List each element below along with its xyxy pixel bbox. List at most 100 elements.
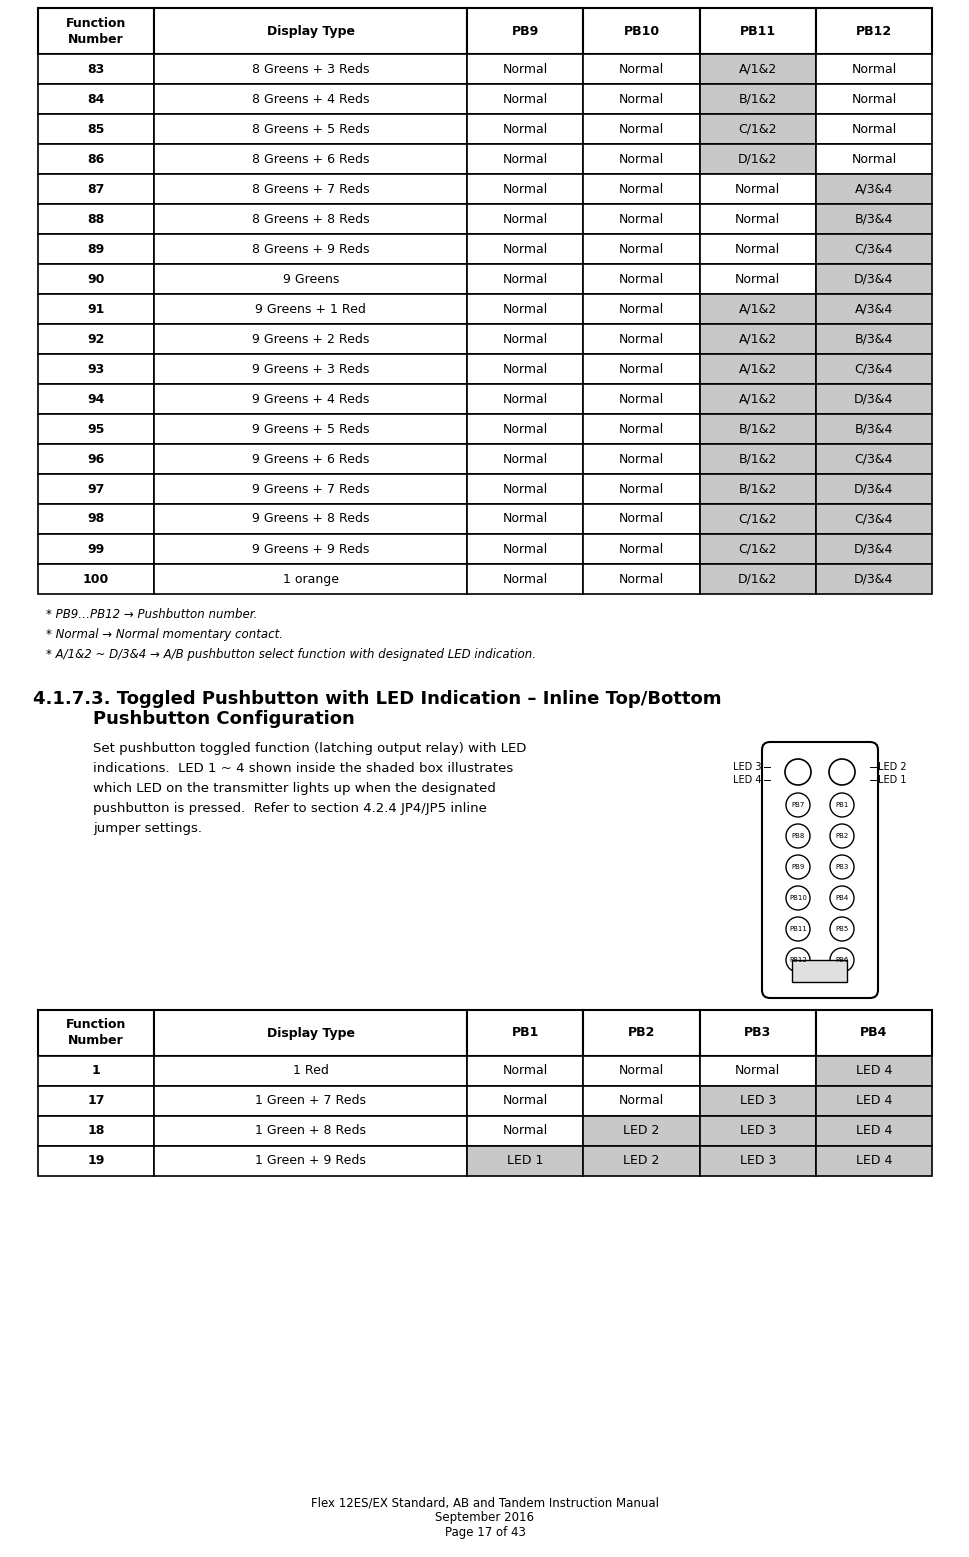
Text: LED 4: LED 4 [855, 1124, 891, 1138]
Text: Pushbutton Configuration: Pushbutton Configuration [93, 710, 355, 729]
Text: LED 3: LED 3 [738, 1154, 775, 1168]
Bar [815, 1085, 931, 1116]
Bar [154, 444, 467, 473]
Text: Normal: Normal [618, 483, 664, 495]
Text: indications.  LED 1 ~ 4 shown inside the shaded box illustrates: indications. LED 1 ~ 4 shown inside the … [93, 761, 513, 775]
Text: 88: 88 [87, 212, 105, 226]
Text: LED 3: LED 3 [738, 1095, 775, 1107]
Text: 96: 96 [87, 453, 105, 466]
Bar [154, 473, 467, 504]
Text: 9 Greens + 8 Reds: 9 Greens + 8 Reds [252, 512, 369, 526]
Text: September 2016: September 2016 [435, 1510, 534, 1524]
Bar [154, 324, 467, 353]
Text: C/1&2: C/1&2 [737, 542, 776, 556]
Text: Normal: Normal [502, 542, 547, 556]
Text: * A/1&2 ~ D/3&4 → A/B pushbutton select function with designated LED indication.: * A/1&2 ~ D/3&4 → A/B pushbutton select … [46, 648, 536, 662]
Text: Normal: Normal [502, 333, 547, 346]
Bar [467, 1116, 583, 1146]
Text: 95: 95 [87, 422, 105, 436]
Text: Normal: Normal [502, 1124, 547, 1138]
Bar [583, 8, 699, 54]
Text: Normal: Normal [502, 62, 547, 75]
Text: A/1&2: A/1&2 [737, 333, 776, 346]
Circle shape [784, 758, 810, 785]
Bar [154, 84, 467, 114]
Text: Normal: Normal [618, 92, 664, 106]
Text: Set pushbutton toggled function (latching output relay) with LED: Set pushbutton toggled function (latchin… [93, 743, 526, 755]
Text: Normal: Normal [502, 363, 547, 375]
Text: B/3&4: B/3&4 [854, 422, 892, 436]
Text: PB3: PB3 [834, 864, 848, 870]
Text: pushbutton is pressed.  Refer to section 4.2.4 JP4/JP5 inline: pushbutton is pressed. Refer to section … [93, 802, 486, 814]
Bar [699, 174, 815, 204]
Text: PB4: PB4 [860, 1026, 887, 1040]
Bar [154, 1010, 467, 1056]
Text: D/3&4: D/3&4 [854, 392, 892, 405]
Bar [699, 265, 815, 294]
Bar [583, 234, 699, 265]
Text: A/1&2: A/1&2 [737, 363, 776, 375]
Text: A/1&2: A/1&2 [737, 62, 776, 75]
Text: B/1&2: B/1&2 [737, 483, 776, 495]
Bar [38, 1056, 154, 1085]
Bar [815, 385, 931, 414]
Text: PB7: PB7 [791, 802, 804, 808]
Text: 1 Green + 7 Reds: 1 Green + 7 Reds [255, 1095, 366, 1107]
Text: 9 Greens + 3 Reds: 9 Greens + 3 Reds [252, 363, 369, 375]
Bar [467, 294, 583, 324]
Text: Normal: Normal [618, 512, 664, 526]
Text: which LED on the transmitter lights up when the designated: which LED on the transmitter lights up w… [93, 782, 495, 796]
Text: 8 Greens + 5 Reds: 8 Greens + 5 Reds [252, 123, 369, 135]
Bar [699, 444, 815, 473]
Text: Function
Number: Function Number [66, 1018, 126, 1048]
Text: Normal: Normal [735, 272, 779, 285]
Text: A/3&4: A/3&4 [854, 302, 892, 316]
Text: Normal: Normal [502, 92, 547, 106]
Text: Normal: Normal [618, 542, 664, 556]
Bar [699, 564, 815, 595]
Text: 9 Greens + 6 Reds: 9 Greens + 6 Reds [252, 453, 369, 466]
Text: Normal: Normal [735, 243, 779, 255]
Text: 92: 92 [87, 333, 105, 346]
Text: Normal: Normal [502, 422, 547, 436]
Text: LED 4: LED 4 [855, 1065, 891, 1077]
Text: A/1&2: A/1&2 [737, 302, 776, 316]
Bar [583, 114, 699, 143]
Bar [699, 234, 815, 265]
Text: 83: 83 [87, 62, 105, 75]
Text: D/3&4: D/3&4 [854, 272, 892, 285]
Text: Normal: Normal [851, 92, 895, 106]
Bar [467, 84, 583, 114]
Text: PB6: PB6 [834, 958, 848, 962]
Bar [583, 534, 699, 564]
Text: PB3: PB3 [743, 1026, 770, 1040]
Bar [38, 294, 154, 324]
Bar [699, 385, 815, 414]
Bar [583, 504, 699, 534]
Text: 18: 18 [87, 1124, 105, 1138]
Bar [467, 1085, 583, 1116]
Text: 8 Greens + 3 Reds: 8 Greens + 3 Reds [252, 62, 369, 75]
Bar [583, 414, 699, 444]
Text: Normal: Normal [502, 1095, 547, 1107]
Bar [38, 444, 154, 473]
Circle shape [829, 824, 853, 849]
Bar [467, 143, 583, 174]
Bar [583, 473, 699, 504]
Bar [583, 1010, 699, 1056]
Text: 89: 89 [87, 243, 105, 255]
Text: Normal: Normal [735, 212, 779, 226]
Text: LED 2: LED 2 [877, 761, 906, 772]
Text: LED 2: LED 2 [623, 1124, 659, 1138]
Bar [467, 54, 583, 84]
Text: 8 Greens + 9 Reds: 8 Greens + 9 Reds [252, 243, 369, 255]
Bar [38, 54, 154, 84]
Bar [467, 353, 583, 385]
Text: PB5: PB5 [834, 926, 848, 933]
Text: 1 orange: 1 orange [282, 573, 338, 585]
Bar [38, 114, 154, 143]
Text: 9 Greens + 5 Reds: 9 Greens + 5 Reds [252, 422, 369, 436]
Bar [467, 444, 583, 473]
Bar [467, 324, 583, 353]
Circle shape [829, 855, 853, 880]
